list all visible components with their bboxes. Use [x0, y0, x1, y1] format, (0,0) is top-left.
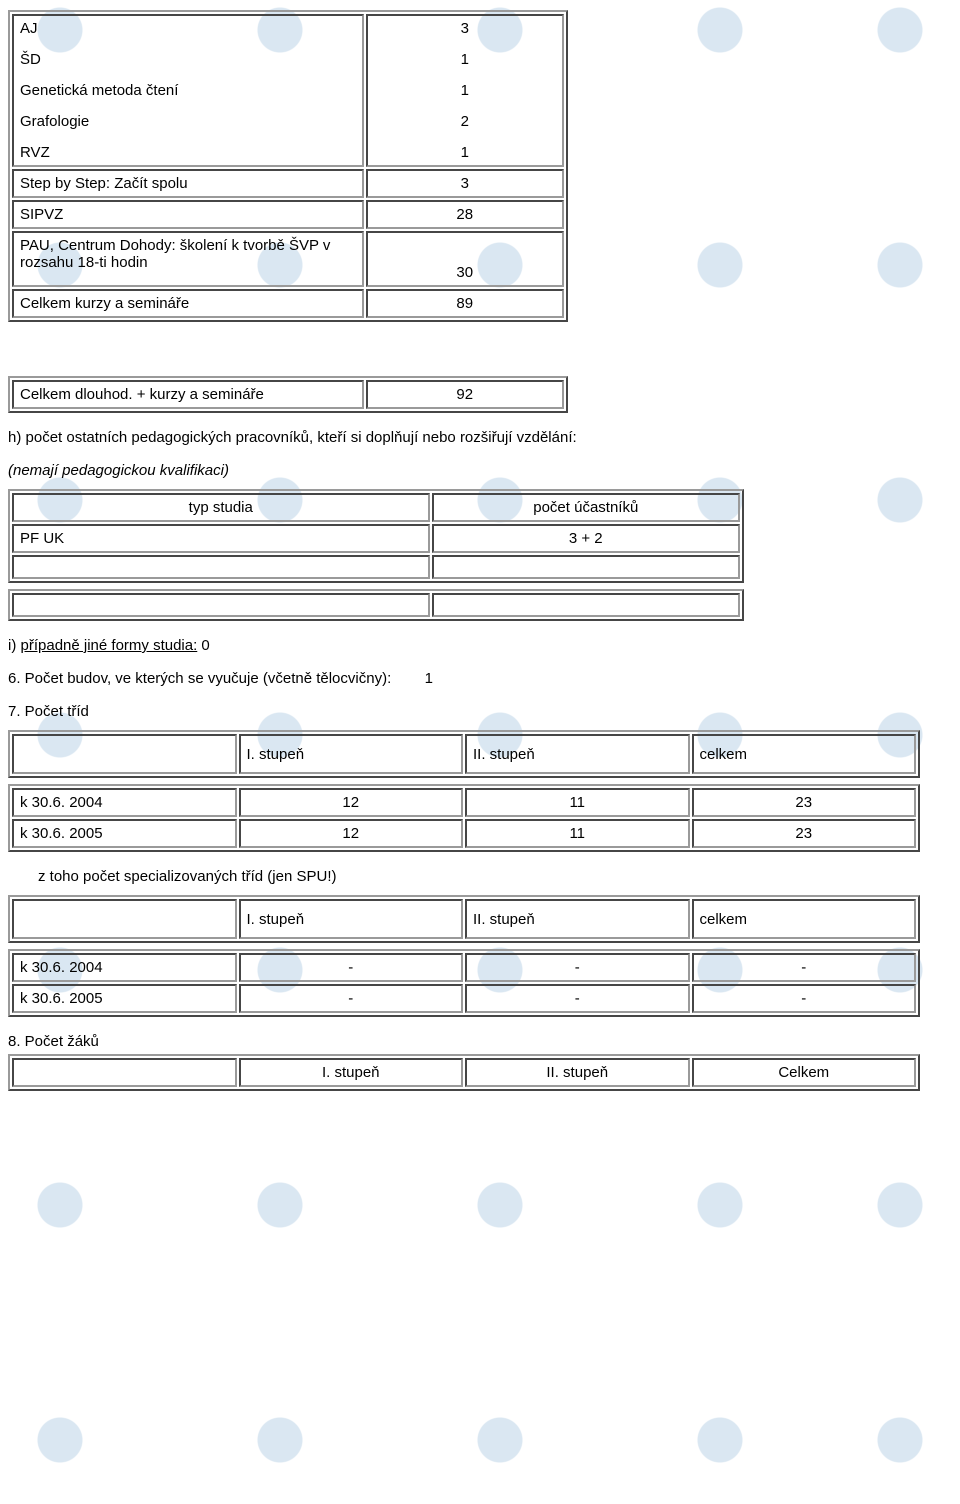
col-header: I. stupeň: [239, 1058, 464, 1087]
grand-total-label: Celkem dlouhod. + kurzy a semináře: [12, 380, 364, 409]
spu-note: z toho počet specializovaných tříd (jen …: [38, 868, 952, 885]
cell: 11: [465, 819, 690, 848]
row-label: k 30.6. 2004: [12, 788, 237, 817]
study-head-1: typ studia: [12, 493, 430, 522]
section-i-link: případně jiné formy studia:: [21, 637, 198, 654]
col-header: I. stupeň: [239, 899, 464, 939]
course-value: 3: [366, 169, 564, 198]
course-multirow-labels: AJ ŠD Genetická metoda čtení Grafologie …: [12, 14, 364, 167]
cell: -: [465, 984, 690, 1013]
section-8: 8. Počet žáků: [8, 1033, 952, 1050]
grand-total-table: Celkem dlouhod. + kurzy a semináře 92: [8, 376, 568, 413]
cell: -: [692, 984, 917, 1013]
col-header: celkem: [692, 734, 917, 774]
spu-table: I. stupeň II. stupeň celkem: [8, 895, 920, 943]
col-header: II. stupeň: [465, 734, 690, 774]
course-label: SIPVZ: [12, 200, 364, 229]
row-label: k 30.6. 2005: [12, 819, 237, 848]
value: 3: [374, 20, 556, 37]
section-i-prefix: i): [8, 637, 21, 654]
col-header: II. stupeň: [465, 899, 690, 939]
empty-header-cell: [12, 899, 237, 939]
section-i-suffix: 0: [197, 637, 210, 654]
cell: 23: [692, 788, 917, 817]
courses-table: AJ ŠD Genetická metoda čtení Grafologie …: [8, 10, 568, 322]
label: AJ: [20, 20, 356, 37]
col-header: I. stupeň: [239, 734, 464, 774]
label: Genetická metoda čtení: [20, 82, 356, 99]
section-6: 6. Počet budov, ve kterých se vyučuje (v…: [8, 670, 952, 687]
cell: -: [692, 953, 917, 982]
course-total-label: Celkem kurzy a semináře: [12, 289, 364, 318]
value: 1: [374, 144, 556, 161]
course-multirow-values: 3 1 1 2 1: [366, 14, 564, 167]
study-type-table: typ studia počet účastníků PF UK 3 + 2: [8, 489, 744, 583]
cell: 23: [692, 819, 917, 848]
course-total-value: 89: [366, 289, 564, 318]
grand-total-value: 92: [366, 380, 565, 409]
empty-header-cell: [12, 1058, 237, 1087]
empty-cell: [12, 555, 430, 579]
value: 1: [374, 82, 556, 99]
spu-table-body: k 30.6. 2004 - - - k 30.6. 2005 - - -: [8, 949, 920, 1017]
students-table-head: I. stupeň II. stupeň Celkem: [8, 1054, 920, 1091]
cell: -: [239, 953, 464, 982]
cell: 12: [239, 819, 464, 848]
course-label: PAU, Centrum Dohody: školení k tvorbě ŠV…: [12, 231, 364, 287]
col-header: II. stupeň: [465, 1058, 690, 1087]
section-i: i) případně jiné formy studia: 0: [8, 637, 952, 654]
classes-table-body: k 30.6. 2004 12 11 23 k 30.6. 2005 12 11…: [8, 784, 920, 852]
empty-cell: [12, 593, 430, 617]
row-label: k 30.6. 2004: [12, 953, 237, 982]
section-h-heading: h) počet ostatních pedagogických pracovn…: [8, 429, 952, 446]
label: RVZ: [20, 144, 356, 161]
section-h-note: (nemají pedagogickou kvalifikaci): [8, 462, 952, 479]
course-label: Step by Step: Začít spolu: [12, 169, 364, 198]
course-value: 28: [366, 200, 564, 229]
section-7: 7. Počet tříd: [8, 703, 952, 720]
study-head-2: počet účastníků: [432, 493, 740, 522]
cell: -: [465, 953, 690, 982]
empty-header-cell: [12, 734, 237, 774]
label: ŠD: [20, 51, 356, 68]
col-header: celkem: [692, 899, 917, 939]
study-row-label: PF UK: [12, 524, 430, 553]
row-label: k 30.6. 2005: [12, 984, 237, 1013]
value: 1: [374, 51, 556, 68]
cell: -: [239, 984, 464, 1013]
study-type-table-cont: [8, 589, 744, 621]
col-header: Celkem: [692, 1058, 917, 1087]
label: Grafologie: [20, 113, 356, 130]
classes-table: I. stupeň II. stupeň celkem: [8, 730, 920, 778]
empty-cell: [432, 555, 740, 579]
value: 2: [374, 113, 556, 130]
cell: 12: [239, 788, 464, 817]
cell: 11: [465, 788, 690, 817]
empty-cell: [432, 593, 740, 617]
course-value: 30: [366, 231, 564, 287]
study-row-value: 3 + 2: [432, 524, 740, 553]
